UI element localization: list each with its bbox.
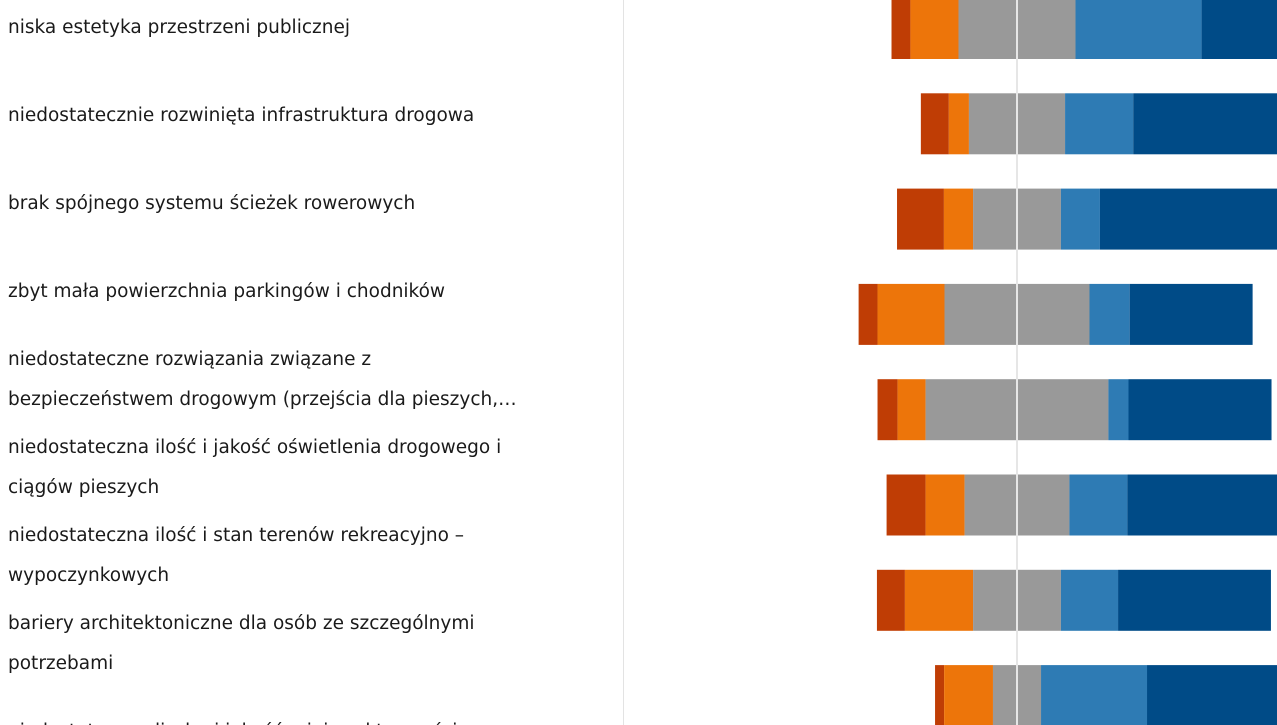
bar-segment [935, 665, 945, 725]
bar-segment [877, 379, 898, 441]
bar-segment [1099, 188, 1277, 250]
bar-segment [1108, 379, 1129, 441]
bar-segment [1060, 569, 1119, 631]
bar-segment [886, 474, 926, 536]
category-labels: niska estetyka przestrzeni publicznej nie… [0, 0, 620, 725]
bar-segment [1128, 379, 1272, 441]
category-label: niedostateczne rozwiązania związane z be… [8, 349, 517, 410]
bar-segment [1060, 188, 1100, 250]
category-label: niedostateczna ilość i jakość oświetleni… [8, 437, 502, 498]
bar-segment [910, 0, 959, 59]
bar-segment [1127, 474, 1277, 536]
bar-segment [1129, 283, 1253, 345]
bar-segment [944, 665, 993, 725]
divider [623, 0, 624, 725]
bar-segment [897, 379, 926, 441]
bar-segment [925, 474, 965, 536]
category-label: niedostateczna ilość i stan terenów rekr… [8, 525, 465, 586]
bar-segment [904, 569, 974, 631]
category-label: niedostateczna liczba i jakość miejsc ak… [8, 712, 608, 725]
bar-segment [1133, 93, 1277, 155]
category-label: niedostatecznie rozwinięta infrastruktur… [8, 105, 475, 126]
bar-segment [1201, 0, 1277, 59]
bar-segment [1069, 474, 1128, 536]
bar-segment [1089, 283, 1130, 345]
bar-segment [1041, 665, 1148, 725]
bar-segment [943, 188, 974, 250]
bar-segment [877, 283, 945, 345]
bar-segment [891, 0, 911, 59]
category-label: bariery architektoniczne dla osób ze szc… [8, 613, 475, 674]
category-label: zbyt mała powierzchnia parkingów i chodn… [8, 281, 446, 302]
bar-segment [1065, 93, 1134, 155]
bar-segment [876, 569, 905, 631]
bar-segment [920, 93, 949, 155]
bar-segment [897, 188, 944, 250]
bar-segment [948, 93, 969, 155]
bar-segment [1147, 665, 1277, 725]
category-label: brak spójnego systemu ścieżek rowerowych [8, 193, 416, 214]
category-label: niska estetyka przestrzeni publicznej [8, 17, 350, 38]
bar-segment [858, 283, 878, 345]
bar-segment [1118, 569, 1271, 631]
bar-segment [1075, 0, 1202, 59]
